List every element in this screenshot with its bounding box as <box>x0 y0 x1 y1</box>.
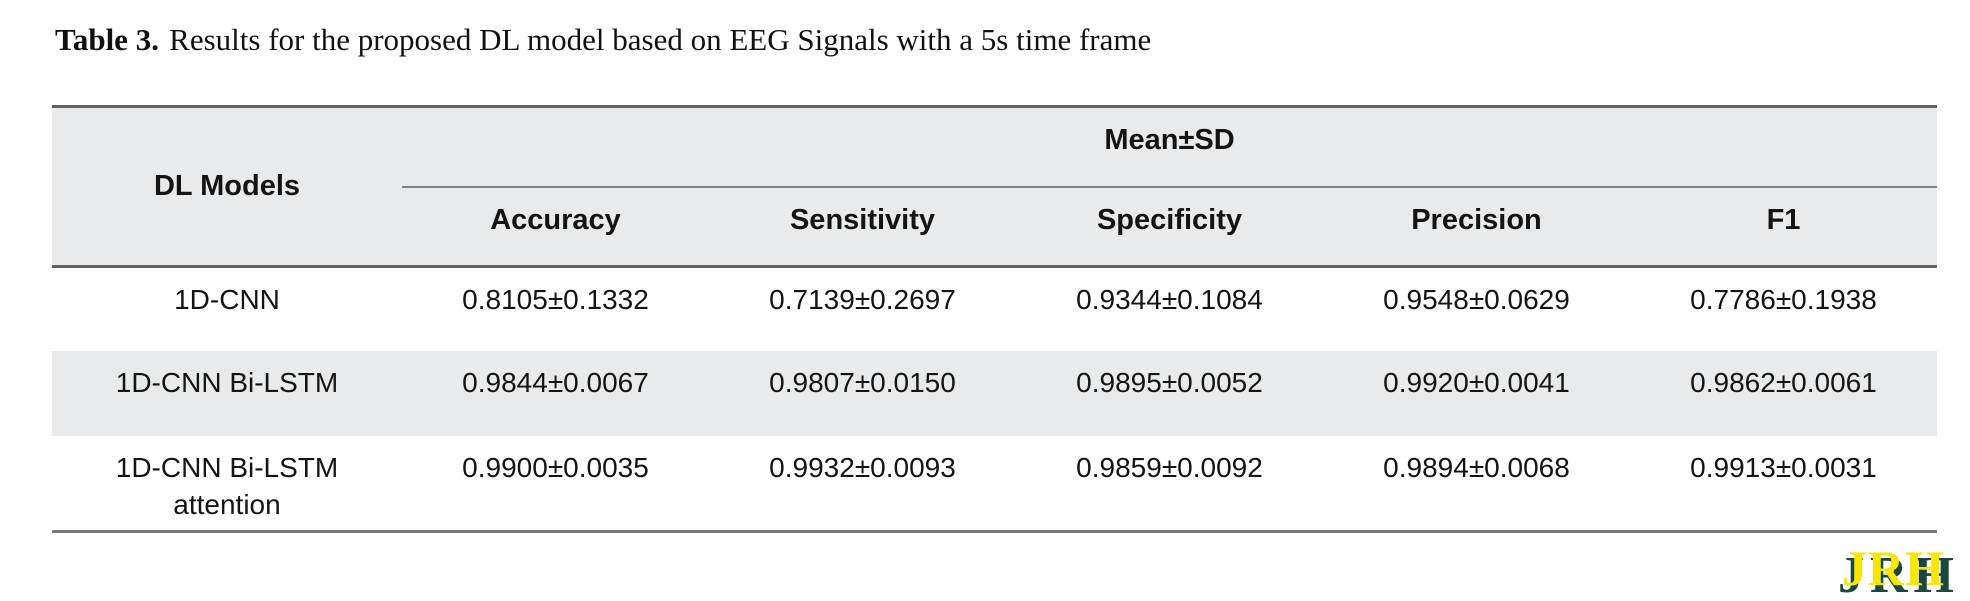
header-accuracy: Accuracy <box>402 186 709 268</box>
model-name: 1D-CNN Bi-LSTM attention <box>115 451 339 520</box>
cell-value: 0.9859±0.0092 <box>1076 451 1263 483</box>
results-table: DL Models Mean±SD Accuracy Sensitivity S… <box>52 105 1937 533</box>
cell-value: 0.7786±0.1938 <box>1690 284 1877 315</box>
model-name: 1D-CNN Bi-LSTM <box>115 366 339 398</box>
cell-model: 1D-CNN Bi-LSTM attention <box>52 436 402 532</box>
cell-value: 0.9344±0.1084 <box>1076 284 1263 315</box>
header-mean-sd: Mean±SD <box>402 106 1937 188</box>
cell-value: 0.9900±0.0035 <box>462 451 649 483</box>
jrh-logo: JRH JRH <box>1838 540 1966 601</box>
cell-value: 0.9894±0.0068 <box>1383 451 1570 483</box>
cell-value: 0.9920±0.0041 <box>1383 366 1570 398</box>
header-precision: Precision <box>1323 186 1630 268</box>
table-row: 1D-CNN 0.8105±0.1332 0.7139±0.2697 0.934… <box>52 267 1937 351</box>
table-caption-label: Table 3. <box>55 22 159 57</box>
cell-model: 1D-CNN <box>52 267 402 351</box>
header-specificity: Specificity <box>1016 186 1323 268</box>
cell-value: 0.9844±0.0067 <box>462 366 649 398</box>
header-f1: F1 <box>1630 186 1937 268</box>
header-sensitivity: Sensitivity <box>709 186 1016 268</box>
header-dl-models: DL Models <box>52 106 402 268</box>
header-row-metrics: Accuracy Sensitivity Specificity Precisi… <box>52 186 1937 268</box>
cell-value: 0.9548±0.0629 <box>1383 284 1570 315</box>
table-caption: Table 3. Results for the proposed DL mode… <box>55 22 1151 58</box>
jrh-logo-text: JRH <box>1842 540 1945 596</box>
table-row: 1D-CNN Bi-LSTM attention 0.9900±0.0035 0… <box>52 436 1937 532</box>
table-caption-text: Results for the proposed DL model based … <box>169 22 1152 57</box>
cell-value: 0.9807±0.0150 <box>769 366 956 398</box>
cell-value: 0.9862±0.0061 <box>1690 366 1877 398</box>
model-name: 1D-CNN <box>174 284 280 315</box>
cell-value: 0.9932±0.0093 <box>769 451 956 483</box>
cell-value: 0.8105±0.1332 <box>462 284 649 315</box>
cell-value: 0.9895±0.0052 <box>1076 366 1263 398</box>
header-row-group: DL Models Mean±SD <box>52 106 1937 268</box>
jrh-logo-shadow-text: JRH <box>1838 547 1960 601</box>
cell-model: 1D-CNN Bi-LSTM <box>52 351 402 436</box>
cell-value: 0.7139±0.2697 <box>769 284 956 315</box>
cell-value: 0.9913±0.0031 <box>1690 451 1877 483</box>
table-row: 1D-CNN Bi-LSTM 0.9844±0.0067 0.9807±0.01… <box>52 350 1937 436</box>
